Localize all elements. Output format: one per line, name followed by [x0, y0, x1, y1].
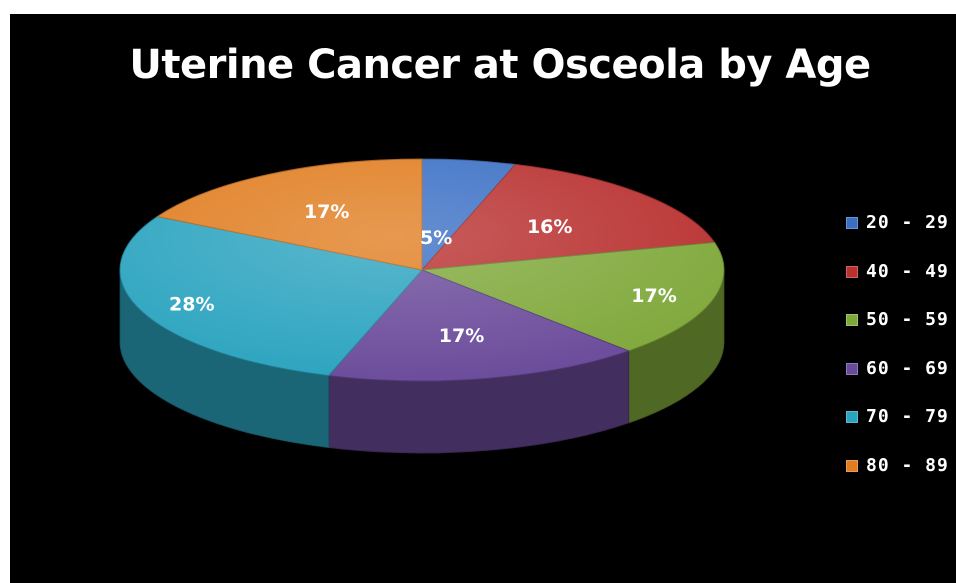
legend-item: 50 - 59 — [846, 309, 949, 358]
legend-item: 40 - 49 — [846, 261, 949, 310]
data-label-80-89: 17% — [304, 201, 349, 223]
chart-frame: Uterine Cancer at Osceola by Age 5% 16% 17… — [10, 14, 956, 583]
legend-swatch — [846, 411, 858, 423]
legend-item: 60 - 69 — [846, 358, 949, 407]
legend-item: 70 - 79 — [846, 406, 949, 455]
legend-swatch — [846, 217, 858, 229]
legend-item: 20 - 29 — [846, 212, 949, 261]
legend-label: 60 - 69 — [866, 357, 949, 379]
legend-label: 40 - 49 — [866, 260, 949, 282]
legend-label: 70 - 79 — [866, 406, 949, 427]
data-label-20-29: 5% — [420, 227, 452, 249]
legend-swatch — [846, 459, 858, 472]
legend-swatch — [846, 265, 858, 278]
legend-label: 50 - 59 — [866, 309, 949, 330]
legend-label: 80 - 89 — [866, 454, 949, 476]
data-label-60-69: 17% — [439, 325, 484, 347]
pie-top-shine — [120, 159, 724, 381]
legend-swatch — [846, 362, 858, 375]
pie-chart: 5% 16% 17% 17% 28% 17% — [119, 158, 725, 454]
chart-title: Uterine Cancer at Osceola by Age — [129, 42, 871, 88]
data-label-50-59: 17% — [631, 285, 676, 307]
data-label-40-49: 16% — [527, 216, 572, 238]
legend-label: 20 - 29 — [866, 212, 949, 233]
legend-swatch — [846, 314, 858, 326]
legend-item: 80 - 89 — [846, 455, 949, 504]
data-label-70-79: 28% — [169, 294, 214, 316]
legend: 20 - 29 40 - 49 50 - 59 60 - 69 70 - 79 80 - … — [846, 212, 949, 503]
